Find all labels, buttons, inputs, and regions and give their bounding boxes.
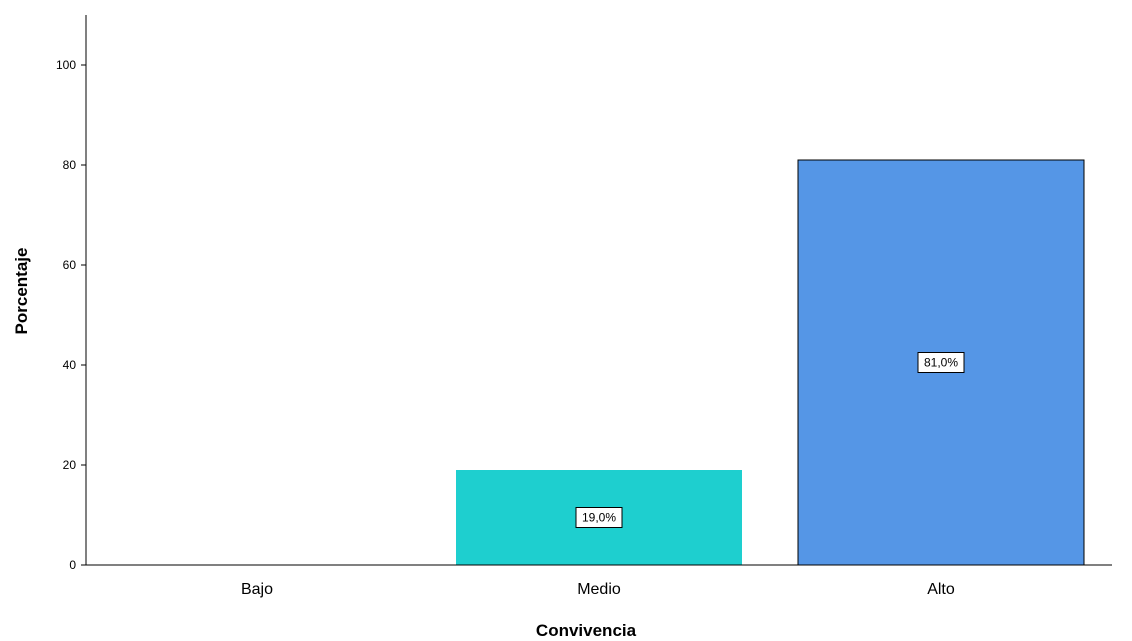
y-tick-label: 40: [63, 358, 77, 372]
y-tick-label: 100: [56, 58, 76, 72]
x-axis-title: Convivencia: [536, 621, 637, 640]
data-label-medio: 19,0%: [575, 507, 623, 528]
y-axis-title: Porcentaje: [12, 248, 31, 335]
bars-layer: [456, 159, 1085, 566]
y-tick-label: 60: [63, 258, 77, 272]
x-tick-label-alto: Alto: [927, 581, 955, 598]
data-label-box: [917, 352, 965, 373]
x-tick-label-bajo: Bajo: [241, 581, 273, 598]
y-tick-label: 80: [63, 158, 77, 172]
y-axis-ticks: 0 20 40 60 80 100: [56, 58, 86, 572]
data-label-text: 19,0%: [582, 511, 616, 525]
y-tick-label: 0: [69, 558, 76, 572]
x-tick-label-medio: Medio: [577, 581, 621, 598]
data-label-alto: 81,0%: [917, 352, 965, 373]
x-axis-ticks: Bajo Medio Alto: [241, 581, 955, 598]
y-tick-label: 20: [63, 458, 77, 472]
data-label-text: 81,0%: [924, 356, 958, 370]
data-label-box: [575, 507, 623, 528]
data-labels-layer: 19,0% 81,0%: [575, 352, 965, 528]
